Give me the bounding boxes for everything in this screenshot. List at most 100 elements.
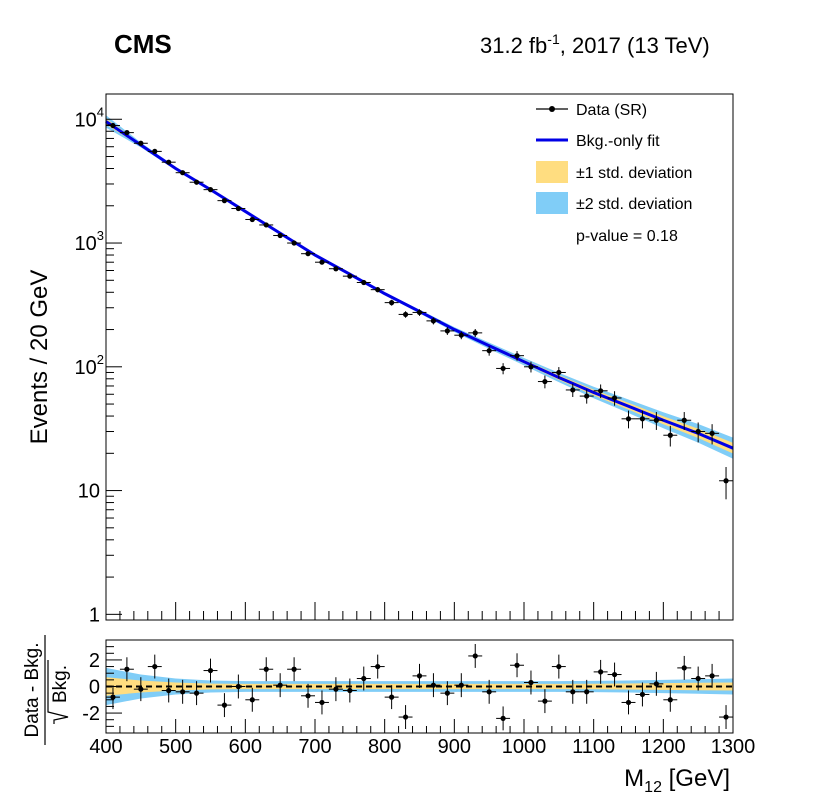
data-marker [542, 378, 548, 385]
ratio-point [691, 666, 706, 691]
ratio-marker [347, 687, 353, 694]
data-marker [166, 159, 172, 165]
ratio-point [412, 663, 427, 688]
ratio-y-title-numerator: Data - Bkg. [22, 642, 43, 737]
data-point [328, 266, 343, 272]
data-point [147, 148, 162, 154]
ratio-marker [152, 663, 158, 670]
lumi-value: 31.2 fb [480, 33, 547, 58]
data-point [454, 331, 469, 340]
data-marker [221, 198, 228, 204]
ratio-marker [625, 699, 632, 706]
ratio-marker [263, 666, 269, 672]
data-marker [709, 430, 715, 436]
y-tick-label: 10 [78, 481, 100, 503]
ratio-marker [570, 689, 576, 695]
data-point [719, 467, 733, 500]
ratio-point [203, 658, 218, 683]
legend-band1-swatch [536, 161, 568, 183]
data-marker [110, 122, 116, 129]
y-axis-title: Events / 20 GeV [26, 270, 53, 445]
data-point [537, 375, 552, 389]
ratio-point [440, 681, 455, 706]
ratio-point [719, 705, 733, 730]
ratio-marker [193, 690, 200, 696]
y-tick-label: 104 [75, 104, 104, 131]
ratio-data-points [106, 643, 733, 731]
data-point [203, 187, 218, 193]
data-point [370, 287, 385, 293]
ratio-y-tick-label: 0 [89, 677, 100, 699]
data-marker [584, 393, 590, 399]
data-point [287, 240, 302, 246]
data-marker [347, 273, 353, 279]
data-marker [207, 187, 214, 193]
ratio-marker [138, 686, 144, 692]
ratio-marker [486, 689, 492, 695]
data-marker [653, 417, 659, 423]
ratio-marker [681, 665, 687, 671]
data-point [106, 122, 120, 129]
legend-fit-label: Bkg.-only fit [576, 133, 660, 150]
ratio-marker [500, 715, 506, 721]
legend-band1-label: ±1 std. deviation [576, 165, 692, 182]
data-point [440, 327, 455, 335]
data-marker [389, 300, 395, 306]
data-point [691, 422, 706, 443]
main-frame [105, 93, 734, 621]
x-tick-label: 1100 [572, 736, 615, 758]
data-marker [124, 130, 130, 136]
ratio-marker [180, 689, 186, 695]
data-marker [556, 369, 562, 376]
ratio-marker [361, 675, 367, 682]
data-marker [291, 240, 297, 246]
ratio-point [705, 663, 720, 688]
legend-band1: ±1 std. deviation [536, 161, 692, 183]
x-axis-title-sub: 12 [644, 779, 662, 796]
y-tick-label: 1 [89, 604, 100, 626]
ratio-marker [389, 694, 395, 700]
data-marker [152, 148, 158, 154]
ratio-marker [598, 669, 604, 675]
data-marker [570, 387, 576, 393]
legend-band2: ±2 std. deviation [536, 192, 692, 214]
data-point [663, 425, 678, 447]
data-points [106, 122, 733, 500]
ratio-point [315, 690, 329, 715]
legend-band2-swatch [536, 192, 568, 214]
data-marker [598, 388, 604, 394]
data-point [677, 412, 692, 430]
ratio-point [621, 690, 636, 715]
data-point [426, 317, 441, 325]
ratio-point [496, 706, 511, 731]
ratio-point [398, 705, 413, 730]
ratio-point [635, 682, 650, 707]
data-point [175, 170, 190, 176]
ratio-point [593, 659, 608, 684]
data-point [161, 159, 176, 165]
ratio-point [217, 693, 232, 718]
legend: Data (SR) Bkg.-only fit ±1 std. deviatio… [536, 102, 692, 245]
data-point [593, 384, 608, 398]
ratio-marker [472, 653, 478, 659]
x-tick-label: 700 [298, 736, 331, 758]
data-point [607, 391, 622, 406]
data-marker [235, 205, 241, 212]
ratio-marker [584, 689, 590, 695]
ratio-point [454, 673, 469, 698]
ratio-point [468, 643, 483, 668]
ratio-point [579, 679, 594, 704]
data-marker [500, 365, 506, 372]
ratio-marker [333, 686, 339, 692]
ratio-marker [166, 687, 172, 694]
ratio-frame [105, 639, 734, 734]
ratio-marker [667, 697, 673, 703]
data-point [496, 363, 511, 375]
x-tick-label: 1200 [641, 736, 686, 758]
data-point [301, 251, 315, 257]
ratio-marker [528, 679, 534, 686]
ratio-marker [458, 682, 464, 688]
data-point [705, 424, 720, 445]
ratio-point [482, 679, 497, 704]
data-point [342, 273, 357, 279]
